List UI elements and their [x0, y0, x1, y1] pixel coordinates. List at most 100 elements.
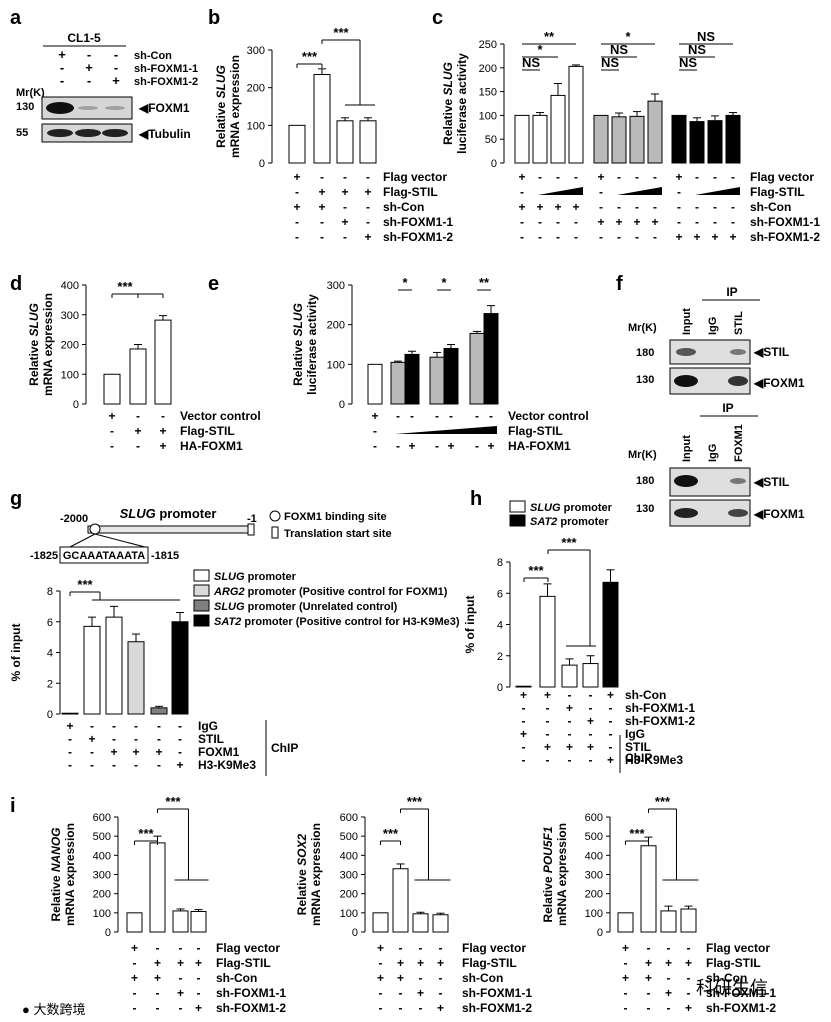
legend-site: FOXM1 binding site — [284, 511, 387, 523]
lane-label: Input — [681, 308, 693, 335]
sign: - — [556, 170, 560, 184]
sign: - — [731, 170, 735, 184]
row-label: IgG — [198, 719, 218, 733]
sign: - — [178, 732, 182, 746]
bar — [640, 845, 657, 933]
mw-label: Mr(K) — [628, 322, 657, 334]
band — [75, 129, 101, 137]
sign: - — [538, 230, 542, 244]
sig-label: *** — [77, 577, 93, 592]
sign: - — [731, 200, 735, 214]
sign: - — [475, 409, 479, 423]
sign: - — [522, 701, 526, 715]
sign: - — [87, 73, 91, 88]
sign: + — [154, 956, 161, 970]
row-label: Vector control — [508, 409, 589, 423]
y-tick-label: 4 — [47, 648, 53, 660]
sign: - — [574, 170, 578, 184]
y-tick-label: 300 — [93, 870, 111, 882]
ip-label: IP — [722, 401, 733, 415]
sig-label: NS — [522, 55, 540, 70]
chip-label: ChIP — [625, 751, 652, 765]
sign: + — [159, 439, 166, 453]
y-axis-label-line2: luciferase activity — [305, 294, 319, 395]
panel-letter: h — [470, 488, 482, 510]
row-label: sh-FOXM1-1 — [134, 63, 198, 75]
lane-label: IgG — [707, 444, 719, 462]
sign: + — [544, 740, 551, 754]
sign: - — [617, 200, 621, 214]
sign: + — [518, 170, 525, 184]
mw-130: 130 — [16, 101, 34, 113]
y-axis-label-line2: mRNA expression — [309, 823, 323, 926]
sign: - — [439, 941, 443, 955]
sign: - — [179, 1001, 183, 1015]
row-label: Flag vector — [706, 941, 770, 955]
sign: - — [197, 986, 201, 1000]
lane-label: FOXM1 — [733, 424, 745, 462]
legend-swatch — [509, 500, 526, 513]
dose-wedge — [395, 426, 497, 434]
zoom-lines — [69, 533, 146, 548]
y-axis-label: Relative SLUG — [27, 303, 41, 386]
legend-swatch — [509, 514, 526, 527]
panel-letter: c — [432, 7, 443, 29]
row-label: Flag vector — [462, 941, 526, 955]
sign: - — [589, 701, 593, 715]
sign: - — [320, 230, 324, 244]
sign: - — [410, 409, 414, 423]
sign: - — [667, 1001, 671, 1015]
row-label: sh-FOXM1-1 — [750, 215, 820, 229]
sign: + — [318, 185, 325, 199]
sign: - — [731, 215, 735, 229]
band-label-foxm1: ◀FOXM1 — [138, 101, 190, 115]
mw-180: 180 — [636, 347, 654, 359]
bar — [550, 94, 566, 164]
y-axis-label: % of input — [9, 624, 23, 682]
sign: + — [597, 215, 604, 229]
y-tick-label: 600 — [340, 812, 358, 824]
sign: - — [599, 185, 603, 199]
legend-swatch — [193, 614, 210, 627]
row-label: sh-Con — [134, 50, 172, 62]
row-label: Flag-STIL — [462, 956, 517, 970]
sign: + — [685, 956, 692, 970]
y-tick-label: 300 — [61, 310, 79, 322]
row-label: sh-FOXM1-1 — [216, 986, 286, 1000]
sign: + — [615, 215, 622, 229]
y-tick-label: 4 — [497, 620, 503, 632]
bar — [390, 361, 406, 405]
sign: - — [546, 727, 550, 741]
sign: + — [377, 971, 384, 985]
bar — [372, 912, 389, 933]
sign: - — [695, 200, 699, 214]
sign: + — [131, 971, 138, 985]
y-tick-label: 300 — [585, 870, 603, 882]
row-label: sh-FOXM1-2 — [750, 230, 820, 244]
band-label-stil: ◀STIL — [753, 345, 789, 359]
sign: - — [589, 688, 593, 702]
sig-label: * — [625, 29, 631, 44]
sig-label: NS — [679, 55, 697, 70]
bar — [660, 910, 677, 933]
bar — [61, 712, 79, 715]
y-tick-label: 100 — [340, 908, 358, 920]
sign: - — [157, 758, 161, 772]
sig-label: * — [441, 275, 447, 290]
sign: - — [114, 60, 118, 75]
bar — [392, 868, 409, 933]
dose-wedge — [538, 187, 583, 195]
sign: + — [572, 200, 579, 214]
sign: - — [589, 753, 593, 767]
sign: - — [677, 200, 681, 214]
sign: - — [695, 170, 699, 184]
sign: - — [320, 170, 324, 184]
row-label: STIL — [198, 732, 224, 746]
bar — [689, 121, 705, 164]
sign: - — [635, 170, 639, 184]
bar — [103, 373, 121, 405]
sign: + — [554, 200, 561, 214]
lane-label: STIL — [733, 311, 745, 335]
y-tick-label: 2 — [47, 678, 53, 690]
tss-icon — [247, 523, 255, 536]
